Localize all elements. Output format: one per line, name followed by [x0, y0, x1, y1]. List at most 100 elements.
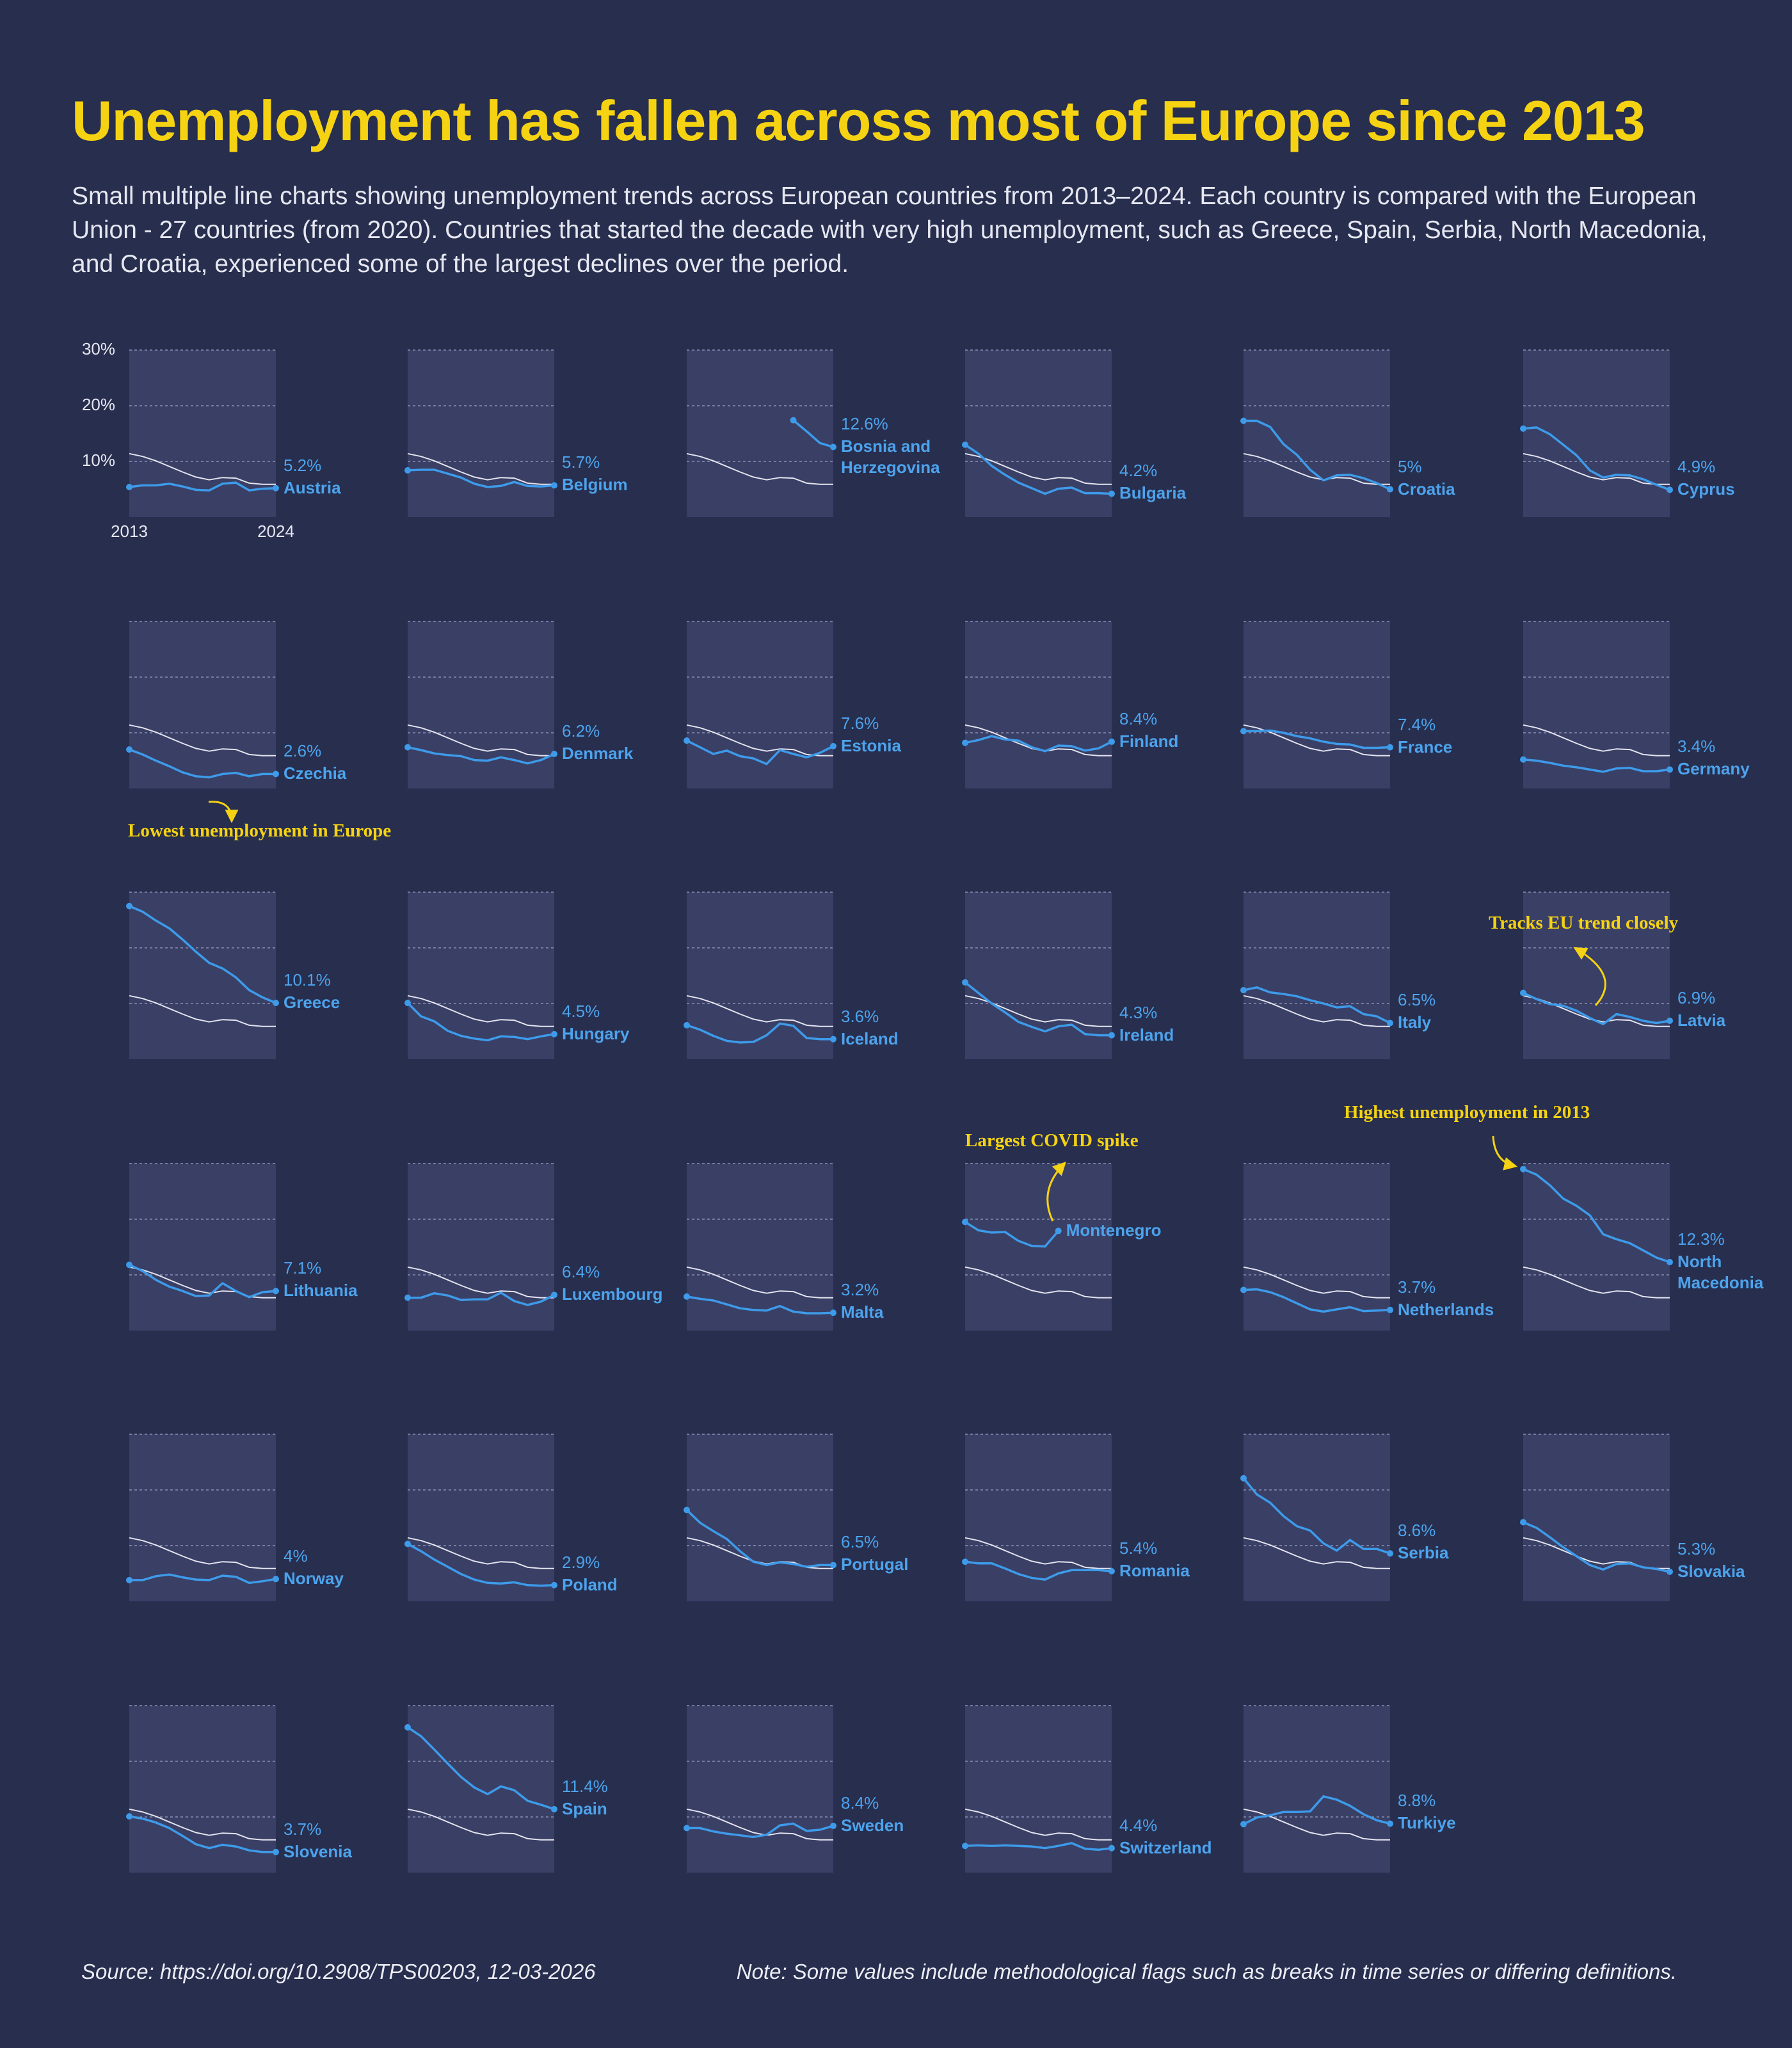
endpoint	[962, 1843, 968, 1850]
series-line	[407, 468, 555, 488]
series-line	[408, 1292, 555, 1306]
series-label: Romania	[1119, 1561, 1190, 1581]
series-line	[407, 746, 555, 765]
series-line	[686, 1022, 833, 1044]
value-label: 7.6%	[841, 713, 879, 733]
panel-background	[1523, 892, 1670, 1059]
series-label: Iceland	[841, 1028, 899, 1048]
series-label: Austria	[284, 477, 341, 497]
series-line	[1523, 758, 1670, 773]
series-label: Portugal	[841, 1555, 909, 1574]
series-line	[1523, 1168, 1670, 1263]
endpoint	[1520, 989, 1526, 996]
series-label: Italy	[1398, 1012, 1432, 1032]
reference-line	[1523, 1266, 1670, 1299]
panel-background	[687, 1434, 833, 1601]
series-line	[687, 1822, 834, 1839]
reference-line	[407, 995, 554, 1027]
series-label: France	[1398, 737, 1453, 756]
value-label: 5.7%	[562, 452, 600, 472]
series-label: Sweden	[841, 1815, 904, 1835]
value-label: 12.6%	[841, 414, 888, 434]
panel-background	[1244, 350, 1390, 517]
value-label: 7.4%	[1398, 714, 1436, 734]
series-line	[686, 739, 834, 765]
chart-title: Unemployment has fallen across most of E…	[72, 89, 1645, 152]
value-label: 4%	[284, 1546, 308, 1566]
endpoint	[126, 902, 132, 909]
panel-background	[408, 1434, 554, 1601]
x-tick-label: 2024	[257, 522, 294, 541]
reference-line	[686, 1266, 833, 1299]
reference-line	[964, 1537, 1112, 1569]
panel-background	[129, 350, 276, 517]
panel-background	[687, 1706, 833, 1873]
series-label: Lithuania	[284, 1281, 358, 1300]
series-line	[964, 1220, 1060, 1248]
value-label: 11.4%	[562, 1776, 608, 1796]
series-label: Greece	[284, 993, 340, 1012]
reference-line	[964, 1808, 1112, 1841]
panel-background	[687, 892, 833, 1059]
value-label: 2.9%	[562, 1552, 600, 1572]
reference-line	[686, 452, 833, 485]
series-label: Belgium	[562, 475, 628, 495]
endpoint	[1520, 756, 1526, 763]
panel-background	[129, 1706, 276, 1873]
value-label: 5.3%	[1677, 1539, 1716, 1558]
endpoint	[962, 739, 968, 746]
endpoint	[1387, 744, 1393, 751]
value-label: 5.2%	[284, 455, 322, 475]
panel-background	[408, 621, 554, 788]
endpoint	[404, 1294, 411, 1301]
endpoint	[126, 1261, 132, 1268]
series-line	[792, 419, 834, 449]
endpoint	[551, 1805, 557, 1812]
value-label: 6.4%	[562, 1262, 600, 1282]
panel-background	[129, 1164, 276, 1331]
value-label: 4.4%	[1119, 1815, 1158, 1835]
panel-background	[1244, 1706, 1390, 1873]
endpoint	[1520, 425, 1526, 432]
endpoint	[404, 744, 411, 751]
series-line	[1523, 991, 1670, 1025]
endpoint	[404, 1000, 411, 1007]
value-label: 3.7%	[1398, 1277, 1436, 1297]
annotation: Highest unemployment in 2013	[1344, 1102, 1590, 1123]
endpoint	[1387, 1020, 1393, 1027]
endpoint	[1667, 1568, 1673, 1575]
reference-line	[1243, 1537, 1390, 1569]
series-label: Malta	[841, 1302, 884, 1322]
endpoint	[1387, 1820, 1393, 1827]
panel-background	[129, 1434, 276, 1601]
value-label: 3.7%	[284, 1819, 322, 1839]
reference-line	[407, 452, 554, 485]
series-label: Netherlands	[1398, 1299, 1494, 1319]
series-line	[964, 981, 1112, 1037]
endpoint	[404, 1540, 411, 1548]
endpoint	[830, 742, 836, 749]
panel-background	[965, 621, 1112, 788]
series-label: Poland	[562, 1574, 618, 1594]
endpoint	[962, 1219, 968, 1226]
value-label: 3.6%	[841, 1006, 879, 1026]
series-line	[1523, 1521, 1670, 1573]
endpoint	[126, 484, 132, 491]
endpoint	[551, 482, 557, 489]
series-label: Luxembourg	[562, 1284, 663, 1304]
value-label: 3.2%	[841, 1280, 879, 1300]
reference-line	[686, 1808, 833, 1841]
endpoint	[1240, 987, 1247, 994]
endpoint	[273, 1000, 279, 1007]
series-label: Switzerland	[1119, 1837, 1212, 1857]
endpoint	[1108, 490, 1115, 497]
endpoint	[551, 1292, 557, 1299]
value-label: 6.5%	[841, 1532, 879, 1552]
reference-line	[964, 1266, 1112, 1299]
endpoint	[273, 484, 279, 492]
panel-background	[687, 621, 833, 788]
reference-line	[407, 1537, 554, 1569]
reference-line	[686, 995, 833, 1027]
reference-line	[129, 1808, 276, 1841]
series-line	[964, 1560, 1112, 1581]
